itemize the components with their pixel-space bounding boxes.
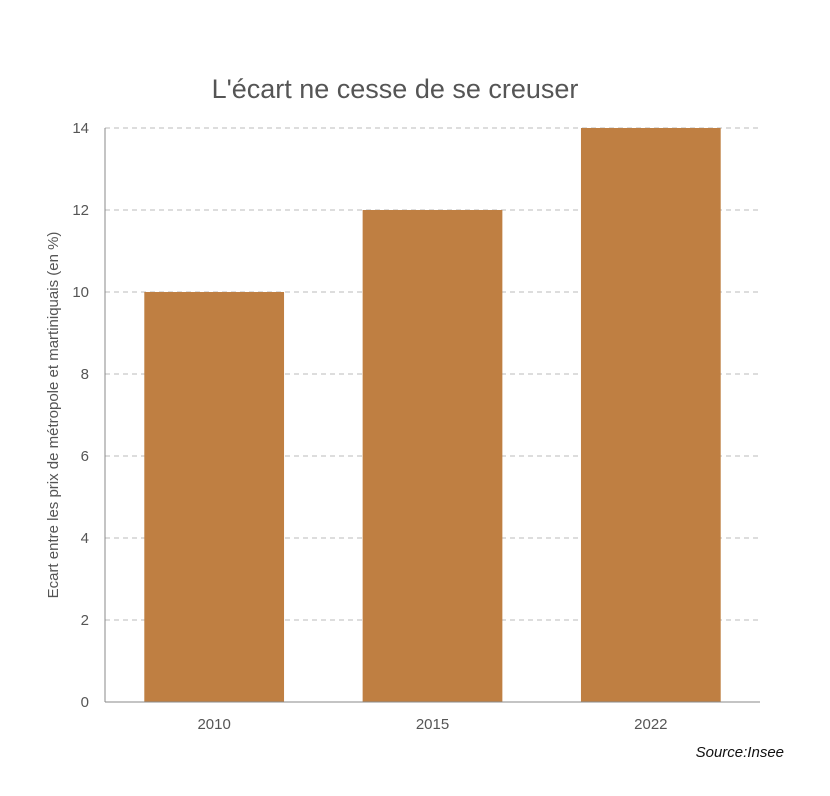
x-tick-label: 2015	[416, 716, 449, 733]
y-tick-label: 2	[81, 612, 89, 629]
bar-2015	[362, 210, 503, 702]
y-tick-label: 8	[81, 366, 89, 383]
y-tick-label: 4	[81, 530, 89, 547]
source-note: Source:Insee	[696, 744, 784, 761]
x-axis-ticks: 2010 2015 2022	[197, 716, 667, 733]
y-tick-label: 0	[81, 694, 89, 711]
bar-2010	[144, 292, 285, 702]
bar-2022	[580, 128, 721, 702]
y-tick-label: 14	[72, 120, 89, 137]
x-tick-label: 2010	[197, 716, 230, 733]
bars	[144, 128, 721, 702]
y-axis-label: Ecart entre les prix de métropole et mar…	[45, 232, 62, 599]
chart-title: L'écart ne cesse de se creuser	[212, 74, 579, 104]
x-tick-label: 2022	[634, 716, 667, 733]
y-axis-ticks: 0 2 4 6 8 10 12 14	[72, 120, 89, 711]
y-tick-label: 6	[81, 448, 89, 465]
y-tick-label: 12	[72, 202, 89, 219]
y-tick-label: 10	[72, 284, 89, 301]
